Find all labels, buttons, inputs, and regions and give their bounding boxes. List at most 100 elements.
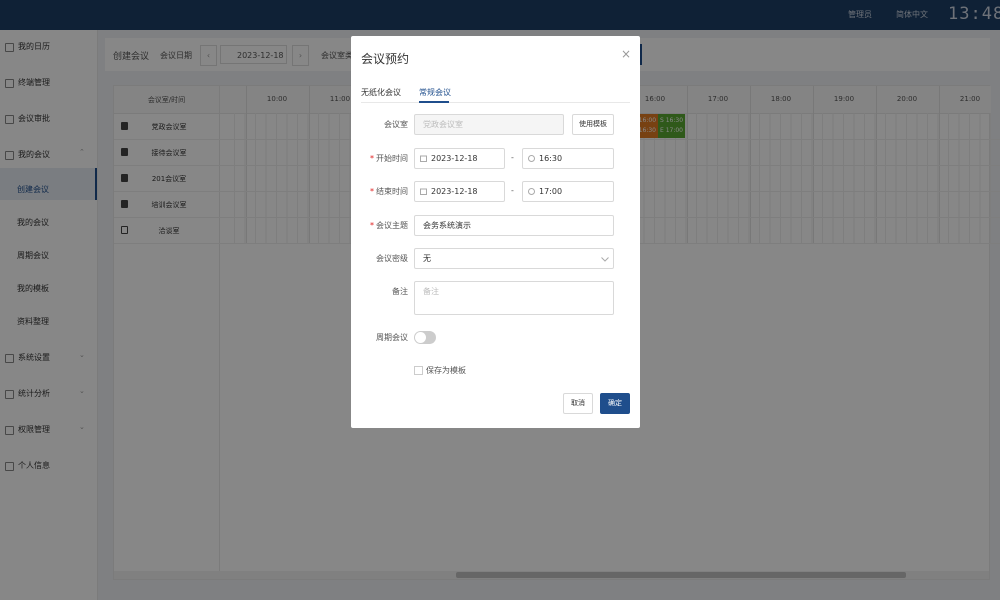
hour-label: 11:00: [329, 95, 351, 103]
recurring-label: 周期会议: [376, 333, 408, 342]
label-text: 会议主题: [376, 221, 408, 230]
date-label: 会议日期: [160, 51, 192, 60]
note-textarea[interactable]: 备注: [414, 281, 614, 315]
room-name: 培训会议室: [151, 201, 187, 209]
hour-line: [938, 86, 940, 243]
room-type-label: 会议室类: [321, 51, 353, 60]
end-date-input[interactable]: 2023-12-18: [414, 181, 505, 202]
hour-line: [308, 86, 310, 243]
nav-icon: [5, 151, 14, 160]
nav-chevron: ⌃: [79, 148, 85, 156]
save-template-checkbox[interactable]: [414, 366, 423, 375]
tab[interactable]: 无纸化会议: [361, 88, 401, 97]
start-time-input[interactable]: 16:30: [522, 148, 614, 169]
clock-icon: [528, 155, 535, 162]
room-icon: [121, 200, 128, 208]
hour-label: 17:00: [707, 95, 729, 103]
room-icon: [121, 148, 128, 156]
language-menu[interactable]: 简体中文: [896, 10, 928, 19]
hour-line: [245, 86, 247, 243]
save-template-label: 保存为模板: [426, 366, 466, 375]
hour-line: [686, 86, 688, 243]
tab-line: [361, 102, 630, 103]
hour-line: [749, 86, 751, 243]
user-menu[interactable]: 管理员: [848, 10, 872, 19]
end-time-input[interactable]: 17:00: [522, 181, 614, 202]
nav-item[interactable]: 我的会议: [18, 150, 50, 159]
separator: -: [511, 153, 514, 162]
separator: -: [511, 186, 514, 195]
clock: 13:48: [948, 4, 1000, 24]
nav-subitem[interactable]: 创建会议: [17, 185, 49, 194]
nav-icon: [5, 462, 14, 471]
required-mark: *: [370, 187, 374, 196]
top-bar: 管理员 简体中文 13:48: [0, 0, 1000, 30]
required-mark: *: [370, 154, 374, 163]
booking-block[interactable]: S 16:30 E 17:00: [658, 114, 685, 138]
nav-icon: [5, 426, 14, 435]
calendar-icon: [420, 155, 427, 162]
prev-day[interactable]: ‹: [200, 45, 217, 66]
nav-subitem[interactable]: 我的模板: [17, 284, 49, 293]
room-icon: [121, 174, 128, 182]
hour-label: 18:00: [770, 95, 792, 103]
nav-icon: [5, 43, 14, 52]
nav-item[interactable]: 权限管理: [18, 425, 50, 434]
value: 2023-12-18: [431, 187, 478, 196]
room-icon: [121, 122, 128, 130]
booking-end: E 16:30: [633, 127, 656, 134]
confirm-button[interactable]: 确定: [600, 393, 630, 414]
label-text: 开始时间: [376, 154, 408, 163]
hour-label: 19:00: [833, 95, 855, 103]
level-select[interactable]: 无: [414, 248, 614, 269]
nav-item[interactable]: 会议审批: [18, 114, 50, 123]
room-name: 201会议室: [151, 175, 187, 183]
hour-label: 16:00: [644, 95, 666, 103]
nav-subitem[interactable]: 资料整理: [17, 317, 49, 326]
hour-label: 20:00: [896, 95, 918, 103]
close-button[interactable]: ×: [621, 47, 632, 61]
date-picker[interactable]: 2023-12-18: [220, 45, 287, 64]
hour-label: 21:00: [959, 95, 981, 103]
end-label: * 结束时间: [370, 181, 408, 202]
next-day[interactable]: ›: [292, 45, 309, 66]
tab-indicator: [419, 101, 449, 103]
start-date-input[interactable]: 2023-12-18: [414, 148, 505, 169]
level-label: 会议密级: [376, 254, 408, 263]
modal-title: 会议预约: [361, 52, 410, 66]
note-label: 备注: [392, 287, 408, 296]
scrollbar[interactable]: [114, 571, 989, 579]
scroll-thumb[interactable]: [456, 572, 906, 578]
nav-icon: [5, 354, 14, 363]
room-label: 会议室: [384, 120, 408, 129]
recurring-toggle[interactable]: [414, 331, 436, 344]
nav-item[interactable]: 系统设置: [18, 353, 50, 362]
nav-chevron: ⌄: [79, 351, 85, 359]
clock-icon: [528, 188, 535, 195]
required-mark: *: [370, 221, 374, 230]
subject-input[interactable]: 会务系统演示: [414, 215, 614, 236]
nav-icon: [5, 115, 14, 124]
tab-active[interactable]: 常规会议: [419, 88, 451, 97]
nav-subitem[interactable]: 周期会议: [17, 251, 49, 260]
hour-line: [875, 86, 877, 243]
room-input: 党政会议室: [414, 114, 564, 135]
room-name: 接待会议室: [151, 149, 187, 157]
nav-item[interactable]: 统计分析: [18, 389, 50, 398]
nav-active-bg: [0, 168, 97, 200]
label-text: 结束时间: [376, 187, 408, 196]
room-icon: [121, 226, 128, 234]
hour-line: [812, 86, 814, 243]
column-divider: [219, 86, 220, 571]
nav-item[interactable]: 个人信息: [18, 461, 50, 470]
dropdown-arrow: [601, 257, 609, 262]
template-button[interactable]: 使用模板: [572, 114, 614, 135]
nav-subitem[interactable]: 我的会议: [17, 218, 49, 227]
cancel-button[interactable]: 取消: [563, 393, 593, 414]
booking-start: S 16:30: [660, 117, 684, 124]
nav-item[interactable]: 终端管理: [18, 78, 50, 87]
nav-item[interactable]: 我的日历: [18, 42, 50, 51]
nav-icon: [5, 390, 14, 399]
value: 2023-12-18: [431, 154, 478, 163]
